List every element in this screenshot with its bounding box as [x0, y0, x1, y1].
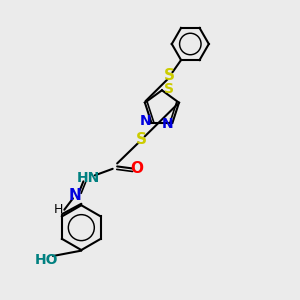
Text: H: H: [54, 202, 64, 216]
Text: S: S: [136, 132, 146, 147]
Text: S: S: [164, 82, 173, 96]
Text: S: S: [164, 68, 175, 83]
Text: HN: HN: [77, 171, 101, 185]
Text: HO: HO: [35, 253, 59, 267]
Text: N: N: [161, 117, 173, 131]
Text: N: N: [140, 115, 152, 128]
Text: O: O: [130, 161, 143, 176]
Text: N: N: [69, 188, 82, 203]
